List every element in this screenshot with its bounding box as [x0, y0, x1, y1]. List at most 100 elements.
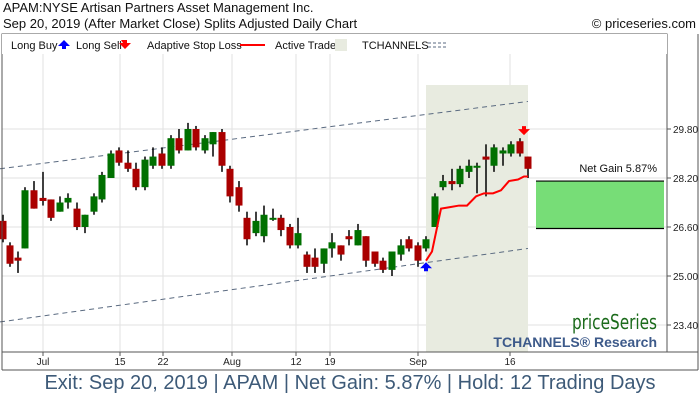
- x-tick-label: 22: [157, 357, 169, 368]
- candle: [397, 239, 405, 261]
- candle: [149, 147, 157, 169]
- candle: [243, 211, 251, 246]
- candle: [192, 125, 200, 151]
- candle: [371, 251, 379, 267]
- candle: [107, 150, 115, 178]
- candle: [132, 162, 140, 191]
- buy-marker-icon: [420, 262, 432, 272]
- net-gain-label: Net Gain 5.87%: [579, 163, 657, 175]
- candle: [6, 242, 14, 267]
- candle: [175, 129, 183, 154]
- candle: [124, 150, 132, 172]
- candle: [218, 129, 226, 172]
- candle: [456, 165, 464, 188]
- trade-markers: [420, 126, 530, 272]
- candle: [98, 171, 106, 203]
- y-tick-label: 25.00: [673, 272, 698, 283]
- candle: [141, 156, 149, 191]
- x-tick-label: 16: [504, 357, 516, 368]
- candle: [201, 135, 209, 154]
- x-tick-label: Sep: [409, 357, 427, 368]
- net-gain-box: [536, 180, 664, 230]
- candle: [328, 233, 336, 258]
- candle: [47, 199, 55, 221]
- price-chart: 29.80 28.20 26.60 25.00 23.40 Jul 15 22 Aug 12 19 S…: [0, 33, 699, 371]
- y-tick-label: 26.60: [673, 223, 698, 234]
- candle: [167, 135, 175, 169]
- candle: [260, 205, 268, 243]
- chart-subtitle: Sep 20, 2019 (After Market Close) Splits…: [3, 16, 358, 31]
- copyright: © priceseries.com: [591, 16, 696, 31]
- candle: [379, 257, 387, 273]
- candle: [422, 236, 430, 252]
- candlesticks: [0, 122, 532, 276]
- tchannels-research-brand: TCHANNELS® Research: [493, 334, 657, 350]
- legend-tchannels: TCHANNELS: [362, 40, 429, 52]
- candle: [303, 251, 311, 273]
- candle: [90, 193, 98, 215]
- chart-title: APAM:NYSE Artisan Partners Asset Managem…: [3, 0, 314, 15]
- candle: [414, 242, 422, 267]
- candle: [507, 141, 515, 157]
- candle: [320, 248, 328, 273]
- candle: [448, 168, 456, 191]
- sell-arrow-icon: [119, 40, 131, 49]
- candle: [14, 251, 22, 273]
- candle: [294, 217, 302, 249]
- active-trade-region: [426, 85, 528, 352]
- candle: [30, 181, 38, 209]
- candle: [252, 211, 260, 237]
- legend-long-sell: Long Sell: [76, 40, 122, 52]
- candle: [21, 187, 29, 249]
- y-tick-label: 23.40: [673, 321, 698, 332]
- x-tick-label: Jul: [37, 357, 50, 368]
- candle: [465, 159, 473, 178]
- candle: [64, 193, 72, 209]
- candle: [354, 223, 362, 246]
- legend-long-buy: Long Buy: [11, 40, 58, 52]
- candle: [209, 132, 217, 157]
- adaptive-stop-loss-line: [425, 175, 528, 262]
- active-trade-swatch-icon: [335, 39, 347, 51]
- candle: [269, 208, 277, 221]
- y-tick-label: 28.20: [673, 174, 698, 185]
- legend-adaptive-stop: Adaptive Stop Loss: [147, 40, 242, 52]
- candle: [499, 147, 507, 166]
- candle: [439, 174, 447, 191]
- candle: [81, 214, 89, 234]
- candle: [235, 181, 243, 212]
- candle: [431, 193, 439, 227]
- candle: [473, 162, 481, 194]
- sell-marker-icon: [518, 126, 530, 136]
- candle: [524, 156, 532, 178]
- trade-summary-footer: Exit: Sep 20, 2019 | APAM | Net Gain: 5.…: [44, 372, 656, 394]
- candle: [0, 214, 7, 243]
- priceseries-logo: priceSeries: [572, 312, 657, 335]
- candle: [337, 245, 345, 261]
- candle: [56, 196, 64, 212]
- candle: [405, 236, 413, 252]
- candle: [226, 165, 234, 203]
- candle: [311, 248, 319, 273]
- candle: [184, 122, 192, 151]
- candle: [388, 251, 396, 276]
- x-tick-label: 12: [290, 357, 302, 368]
- candle: [345, 230, 353, 246]
- candle: [286, 223, 294, 249]
- candle: [115, 147, 123, 166]
- candle: [490, 144, 498, 172]
- x-tick-label: 19: [324, 357, 336, 368]
- y-tick-label: 29.80: [673, 125, 698, 136]
- legend-active-trade: Active Trade: [275, 40, 336, 52]
- candle: [73, 202, 81, 231]
- tchannels: [0, 100, 529, 323]
- candle: [362, 236, 370, 267]
- candle: [516, 138, 524, 157]
- candle: [39, 171, 47, 206]
- x-tick-label: 15: [114, 357, 126, 368]
- axes: 29.80 28.20 26.60 25.00 23.40 Jul 15 22 Aug 12 19 S…: [1, 33, 699, 371]
- buy-arrow-icon: [58, 40, 70, 49]
- candle: [158, 147, 166, 169]
- candle: [277, 214, 285, 237]
- x-tick-label: Aug: [223, 357, 241, 368]
